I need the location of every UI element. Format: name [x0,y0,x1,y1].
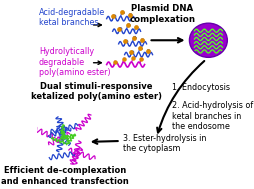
Text: Acid-degradable
ketal branches: Acid-degradable ketal branches [39,8,105,27]
Text: 1. Endocytosis: 1. Endocytosis [172,83,230,92]
Text: Efficient de-complexation
and enhanced transfection: Efficient de-complexation and enhanced t… [1,166,128,186]
Text: 3. Ester-hydrolysis in
the cytoplasm: 3. Ester-hydrolysis in the cytoplasm [122,134,205,153]
Text: Plasmid DNA
complexation: Plasmid DNA complexation [129,4,195,24]
Text: Dual stimuli-responsive
ketalized poly(amino ester): Dual stimuli-responsive ketalized poly(a… [31,82,162,101]
Text: 2. Acid-hydrolysis of
ketal branches in
the endosome: 2. Acid-hydrolysis of ketal branches in … [172,101,253,131]
Text: Hydrolytically
degradable
poly(amino ester): Hydrolytically degradable poly(amino est… [39,47,110,77]
Circle shape [189,23,226,57]
